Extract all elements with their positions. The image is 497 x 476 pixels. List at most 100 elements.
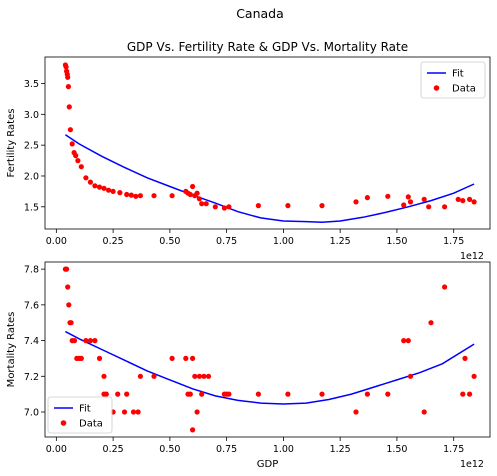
x-tick-label: 1.50 — [386, 444, 407, 455]
data-point — [69, 141, 75, 147]
data-point — [137, 373, 143, 379]
data-point — [226, 204, 232, 210]
data-point — [190, 183, 196, 190]
data-point — [460, 391, 466, 397]
data-point — [221, 205, 227, 211]
plot-frame — [44, 261, 491, 438]
x-tick-label: 0.50 — [159, 236, 180, 247]
data-point — [92, 183, 98, 189]
data-point — [65, 74, 71, 80]
fit-line — [64, 134, 475, 223]
data-point — [192, 373, 198, 379]
y-tick-label: 2.0 — [24, 171, 39, 182]
data-point — [87, 338, 93, 344]
data-point — [169, 355, 175, 361]
data-point — [78, 355, 84, 361]
data-point — [183, 355, 189, 361]
y-tick-label: 3.5 — [24, 79, 39, 90]
data-point — [462, 355, 468, 361]
data-point — [319, 203, 325, 209]
legend: Fit Data — [420, 61, 486, 99]
data-point — [199, 201, 205, 207]
data-point — [130, 409, 137, 415]
y-tick-label: 7.2 — [24, 372, 39, 383]
data-point — [405, 338, 411, 344]
data-point — [405, 194, 411, 200]
legend-label: Data — [79, 419, 103, 430]
data-point — [128, 192, 134, 198]
data-point — [190, 427, 196, 433]
x-scale-label: 1e12 — [460, 459, 484, 470]
y-axis-label: Mortality Rates — [6, 312, 17, 388]
data-point — [103, 391, 109, 397]
x-tick-label: 0.00 — [46, 236, 67, 247]
data-point — [471, 373, 477, 379]
data-point — [421, 409, 427, 415]
data-point — [133, 193, 139, 199]
legend: Fit Data — [47, 396, 113, 434]
x-tick-label: 0.25 — [103, 236, 124, 247]
data-point — [460, 198, 466, 204]
data-point — [96, 355, 103, 361]
data-point — [255, 203, 261, 209]
data-point — [115, 391, 121, 397]
x-tick-label: 0.75 — [216, 236, 237, 247]
data-point — [194, 409, 200, 415]
data-point — [190, 355, 196, 361]
x-tick-label: 1.25 — [330, 236, 351, 247]
figure-suptitle: Canada — [236, 6, 284, 21]
x-tick-label: 1.50 — [386, 236, 407, 247]
x-tick-label: 0.75 — [216, 444, 237, 455]
data-point — [151, 193, 157, 199]
data-point — [96, 184, 103, 190]
data-point — [285, 391, 291, 397]
data-point — [137, 193, 143, 199]
x-scale-label: 1e12 — [460, 251, 484, 262]
legend-data-swatch — [60, 420, 67, 426]
y-tick-label: 7.4 — [24, 336, 39, 347]
legend-label: Data — [452, 84, 476, 95]
data-point — [73, 153, 79, 159]
data-point — [68, 320, 74, 326]
x-tick-label: 1.25 — [330, 444, 351, 455]
data-point — [87, 179, 93, 185]
data-point — [226, 391, 232, 397]
data-point — [407, 373, 414, 379]
data-point — [353, 199, 359, 205]
data-point — [353, 409, 359, 415]
data-point — [364, 391, 370, 397]
data-point — [385, 193, 391, 199]
data-point — [421, 196, 427, 202]
data-point — [319, 391, 325, 397]
data-point — [151, 373, 157, 379]
data-point — [401, 202, 407, 208]
x-tick-label: 0.00 — [46, 444, 67, 455]
x-tick-label: 0.50 — [159, 444, 180, 455]
x-tick-label: 1.75 — [443, 236, 464, 247]
data-point — [124, 191, 130, 198]
fit-line — [65, 330, 475, 405]
data-point — [101, 373, 107, 379]
data-point — [467, 391, 473, 397]
data-point — [71, 338, 78, 344]
data-point — [121, 409, 128, 415]
data-point — [66, 302, 72, 308]
legend-label: Fit — [79, 404, 91, 415]
plot-frame — [44, 56, 491, 230]
data-point — [205, 373, 212, 379]
data-point — [196, 196, 202, 202]
data-point — [194, 190, 200, 196]
data-point — [78, 164, 84, 170]
data-point — [212, 204, 218, 210]
data-point — [75, 158, 81, 164]
x-tick-label: 1.00 — [273, 444, 294, 455]
data-point — [467, 196, 473, 202]
data-point — [117, 190, 123, 196]
x-tick-label: 0.25 — [103, 444, 124, 455]
y-tick-label: 7.6 — [24, 300, 39, 311]
legend-data-swatch — [433, 85, 440, 91]
data-point — [442, 204, 448, 210]
data-point — [110, 188, 116, 194]
y-axis-label: Fertility Rates — [6, 109, 17, 178]
chart-title: GDP Vs. Fertility Rate & GDP Vs. Mortali… — [127, 40, 408, 54]
